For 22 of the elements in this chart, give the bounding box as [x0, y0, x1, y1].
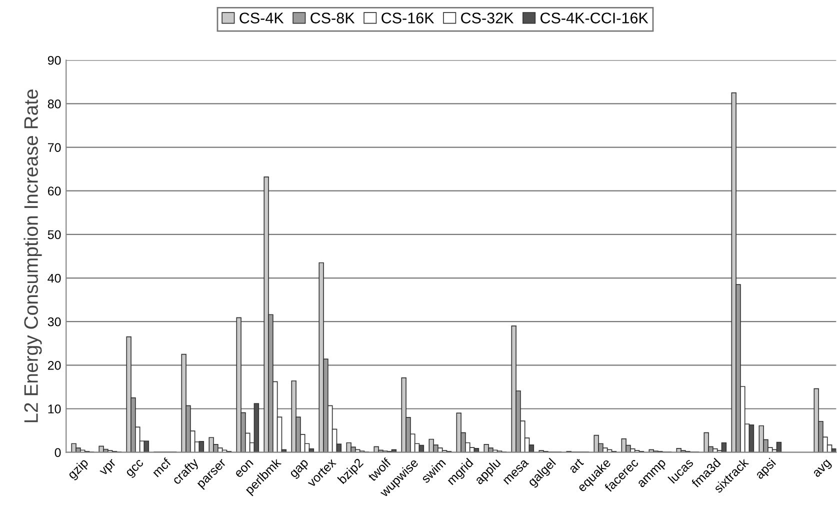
x-tick-label: gzip	[66, 458, 90, 482]
x-tick-label: gcc	[126, 459, 146, 479]
x-tick-label: mcf	[151, 457, 172, 478]
y-tick-label: 50	[48, 230, 61, 240]
x-tick-label: vpr	[100, 458, 118, 478]
y-tick-label: 30	[48, 317, 61, 326]
y-tick-label: 80	[48, 100, 61, 108]
y-tick-label: 0	[54, 448, 61, 457]
legend-label: CS-32K	[461, 12, 514, 24]
y-tick-label: 60	[48, 186, 61, 196]
y-tick-label: 20	[48, 360, 61, 370]
y-tick-label: 90	[48, 56, 61, 65]
x-tick-label: avg	[812, 459, 833, 480]
y-axis-title: L2 Energy Consumption Increase Rate	[24, 90, 42, 422]
legend-label: CS-16K	[382, 12, 434, 24]
y-tick-label: 70	[48, 143, 61, 152]
legend-label: CS-4K-CCI-16K	[540, 12, 648, 24]
y-tick-label: 10	[48, 404, 61, 414]
legend-label: CS-4K	[240, 12, 284, 24]
legend-label: CS-8K	[310, 12, 355, 24]
y-tick-label: 40	[48, 274, 61, 283]
x-tick-label: gap	[290, 459, 311, 480]
